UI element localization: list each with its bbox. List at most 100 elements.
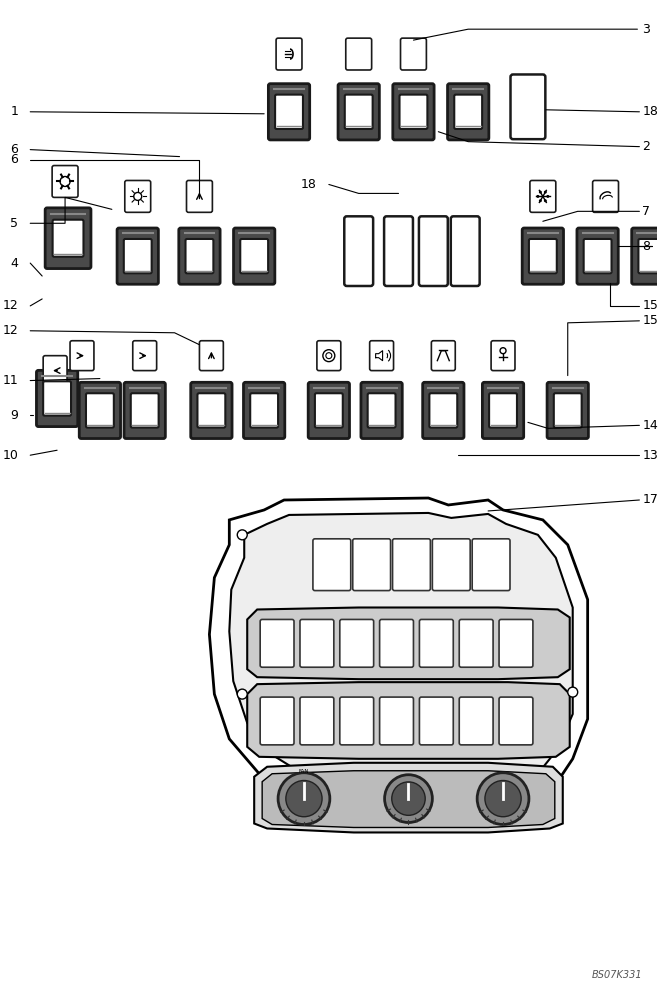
Text: 4: 4	[11, 257, 18, 270]
Polygon shape	[248, 682, 570, 759]
FancyBboxPatch shape	[179, 228, 220, 284]
FancyBboxPatch shape	[593, 180, 618, 212]
FancyBboxPatch shape	[260, 619, 294, 667]
FancyBboxPatch shape	[260, 697, 294, 745]
Polygon shape	[262, 771, 555, 827]
FancyBboxPatch shape	[317, 341, 341, 371]
FancyBboxPatch shape	[269, 84, 310, 140]
FancyBboxPatch shape	[45, 208, 91, 269]
FancyBboxPatch shape	[451, 216, 480, 286]
FancyBboxPatch shape	[275, 95, 303, 129]
FancyBboxPatch shape	[79, 382, 121, 439]
Text: 10: 10	[3, 449, 18, 462]
FancyBboxPatch shape	[345, 95, 373, 129]
FancyBboxPatch shape	[482, 382, 523, 439]
FancyBboxPatch shape	[399, 95, 428, 129]
Text: BS07K331: BS07K331	[592, 970, 642, 980]
Polygon shape	[254, 763, 563, 832]
FancyBboxPatch shape	[361, 382, 402, 439]
FancyBboxPatch shape	[340, 619, 374, 667]
Circle shape	[568, 687, 578, 697]
FancyBboxPatch shape	[250, 393, 278, 428]
Text: 1: 1	[11, 105, 18, 118]
Polygon shape	[248, 608, 570, 679]
Text: 15: 15	[642, 314, 658, 327]
Circle shape	[485, 781, 521, 817]
FancyBboxPatch shape	[234, 228, 275, 284]
FancyBboxPatch shape	[187, 180, 213, 212]
FancyBboxPatch shape	[131, 393, 158, 428]
Circle shape	[539, 199, 542, 202]
Circle shape	[544, 191, 547, 194]
FancyBboxPatch shape	[447, 84, 489, 140]
FancyBboxPatch shape	[197, 393, 225, 428]
FancyBboxPatch shape	[432, 341, 455, 371]
FancyBboxPatch shape	[346, 38, 372, 70]
Circle shape	[544, 199, 547, 202]
FancyBboxPatch shape	[401, 38, 426, 70]
FancyBboxPatch shape	[133, 341, 156, 371]
Circle shape	[392, 782, 425, 815]
FancyBboxPatch shape	[419, 216, 447, 286]
Text: 7: 7	[642, 205, 650, 218]
FancyBboxPatch shape	[36, 370, 78, 427]
Text: 18: 18	[301, 178, 317, 191]
Text: 11: 11	[3, 374, 18, 387]
FancyBboxPatch shape	[583, 239, 612, 273]
Circle shape	[546, 195, 549, 198]
FancyBboxPatch shape	[43, 381, 71, 416]
Circle shape	[539, 191, 542, 194]
FancyBboxPatch shape	[70, 341, 94, 371]
FancyBboxPatch shape	[315, 393, 343, 428]
FancyBboxPatch shape	[308, 382, 350, 439]
FancyBboxPatch shape	[352, 539, 391, 591]
Circle shape	[278, 773, 330, 824]
Text: 17: 17	[642, 493, 658, 506]
FancyBboxPatch shape	[489, 393, 517, 428]
Polygon shape	[209, 498, 587, 828]
Text: 6: 6	[11, 153, 18, 166]
Circle shape	[286, 781, 322, 817]
FancyBboxPatch shape	[199, 341, 223, 371]
Text: 6: 6	[11, 143, 18, 156]
FancyBboxPatch shape	[340, 697, 374, 745]
Circle shape	[237, 689, 248, 699]
FancyBboxPatch shape	[124, 239, 152, 273]
Polygon shape	[229, 513, 573, 803]
Text: 12: 12	[3, 299, 18, 312]
FancyBboxPatch shape	[510, 74, 545, 139]
FancyBboxPatch shape	[300, 697, 334, 745]
FancyBboxPatch shape	[86, 393, 114, 428]
FancyBboxPatch shape	[125, 180, 150, 212]
Text: 12: 12	[3, 324, 18, 337]
FancyBboxPatch shape	[632, 228, 660, 284]
FancyBboxPatch shape	[244, 382, 285, 439]
FancyBboxPatch shape	[191, 382, 232, 439]
Text: 5: 5	[11, 217, 18, 230]
FancyBboxPatch shape	[240, 239, 268, 273]
FancyBboxPatch shape	[419, 697, 453, 745]
Circle shape	[237, 530, 248, 540]
Text: 2: 2	[642, 140, 650, 153]
FancyBboxPatch shape	[499, 619, 533, 667]
Text: FAN: FAN	[299, 769, 310, 774]
FancyBboxPatch shape	[554, 393, 581, 428]
FancyBboxPatch shape	[529, 239, 557, 273]
FancyBboxPatch shape	[368, 393, 395, 428]
Text: 18: 18	[642, 105, 658, 118]
Circle shape	[537, 195, 539, 198]
FancyBboxPatch shape	[432, 539, 470, 591]
Circle shape	[477, 773, 529, 824]
Text: 13: 13	[642, 449, 658, 462]
FancyBboxPatch shape	[345, 216, 373, 286]
FancyBboxPatch shape	[422, 382, 464, 439]
FancyBboxPatch shape	[300, 619, 334, 667]
Circle shape	[385, 775, 432, 823]
FancyBboxPatch shape	[393, 539, 430, 591]
FancyBboxPatch shape	[547, 382, 589, 439]
FancyBboxPatch shape	[459, 697, 493, 745]
FancyBboxPatch shape	[43, 356, 67, 386]
FancyBboxPatch shape	[124, 382, 166, 439]
FancyBboxPatch shape	[530, 180, 556, 212]
FancyBboxPatch shape	[472, 539, 510, 591]
